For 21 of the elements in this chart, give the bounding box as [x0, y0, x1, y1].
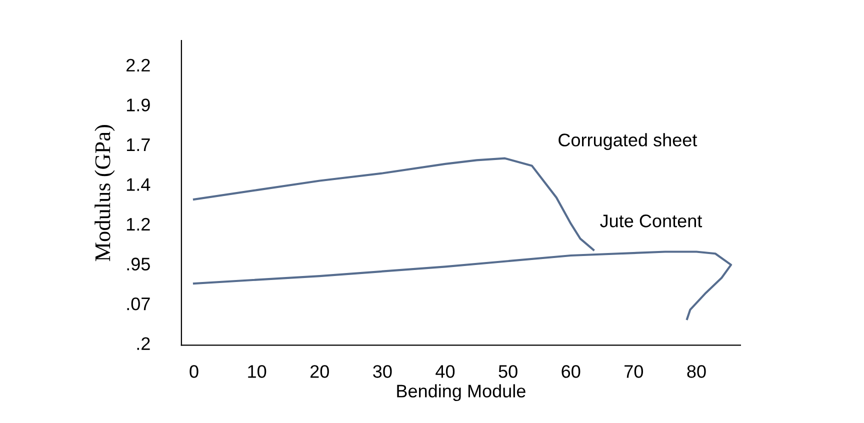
- x-tick-label: 0: [190, 365, 198, 378]
- text: 2.2: [126, 58, 150, 72]
- x-tick-label: 40: [436, 365, 455, 378]
- x-tick-label: 50: [498, 365, 518, 378]
- series-label: Corrugated sheet: [558, 133, 698, 150]
- text: .07: [127, 297, 150, 310]
- text: 1.2: [126, 218, 150, 231]
- text: .95: [127, 258, 150, 270]
- y-axis-title: Modulus (GPa): [94, 125, 115, 262]
- x-axis-title: Bending Module: [397, 384, 526, 402]
- x-tick-label: 60: [562, 365, 580, 378]
- series-label: Jute Content: [600, 214, 702, 228]
- x-tick-label: 30: [373, 365, 392, 378]
- x-tick-label: 70: [624, 365, 644, 378]
- text: 1.9: [126, 98, 150, 112]
- text: 1.7: [126, 138, 150, 151]
- x-tick-label: 20: [310, 365, 329, 378]
- x-tick-label: 80: [687, 365, 706, 378]
- x-tick-label: 10: [248, 365, 266, 378]
- text: 1.4: [126, 178, 150, 191]
- text: .2: [137, 337, 150, 350]
